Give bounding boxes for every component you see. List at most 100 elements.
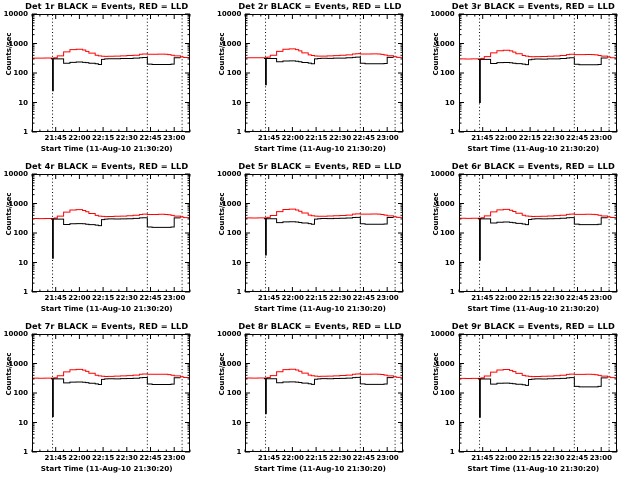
plot-panel-det-9r: Det 9r BLACK = Events, RED = LLD 10000 100… — [427, 320, 640, 480]
x-tick-label: 22:45 — [566, 294, 589, 302]
y-axis-label: Counts/sec — [218, 352, 227, 396]
data-series-group — [459, 369, 616, 418]
x-axis-label: Start Time (11-Aug-10 21:30:20) — [467, 304, 600, 313]
x-tick-label: 23:00 — [163, 134, 186, 142]
y-tick-label: 10 — [231, 98, 242, 107]
y-tick-label: 10000 — [430, 10, 455, 18]
x-tick-label: 22:00 — [494, 454, 518, 462]
y-tick-label: 1000 — [435, 39, 455, 48]
series-events-det-2r — [264, 56, 394, 86]
axes-frame — [32, 174, 190, 292]
x-tick-label: 21:45 — [471, 454, 494, 462]
y-tick-label: 10 — [444, 258, 455, 267]
y-tick-label: 1 — [23, 128, 28, 136]
x-tick-label: 22:15 — [91, 294, 115, 302]
y-tick-label: 10 — [18, 258, 28, 267]
y-tick-label: 10000 — [216, 170, 242, 178]
plot-canvas-det-4r — [31, 173, 191, 293]
x-tick-label: 21:45 — [44, 294, 67, 302]
x-tick-label: 22:00 — [68, 454, 91, 462]
data-series-group — [459, 208, 616, 261]
y-axis-ticks — [458, 13, 617, 133]
x-tick-label: 22:30 — [542, 294, 565, 302]
series-events-det-5r — [264, 216, 394, 256]
x-tick-label: 22:00 — [494, 134, 518, 142]
y-tick-label: 100 — [440, 229, 455, 237]
x-tick-label: 23:00 — [376, 454, 399, 462]
x-axis-ticks — [458, 14, 618, 132]
y-axis-ticks — [32, 173, 190, 293]
y-tick-label: 1000 — [8, 39, 28, 48]
y-tick-label: 10000 — [216, 10, 242, 18]
x-tick-label: 22:30 — [542, 454, 565, 462]
x-tick-label: 22:45 — [566, 134, 589, 142]
y-tick-label: 100 — [226, 229, 242, 237]
plot-panel-det-6r: Det 6r BLACK = Events, RED = LLD 10000 100… — [427, 160, 640, 320]
x-axis-label: Start Time (11-Aug-10 21:30:20) — [40, 304, 173, 313]
plot-panel-det-7r: Det 7r BLACK = Events, RED = LLD 10000 100… — [0, 320, 213, 480]
x-tick-label: 23:00 — [589, 134, 612, 142]
series-lld-det-5r — [246, 208, 403, 219]
plot-panel-det-8r: Det 8r BLACK = Events, RED = LLD 10000 100… — [213, 320, 426, 480]
x-tick-label: 21:45 — [257, 294, 281, 302]
y-tick-label: 100 — [13, 229, 28, 237]
x-tick-label: 21:45 — [44, 134, 67, 142]
x-tick-label: 22:00 — [281, 294, 304, 302]
y-tick-label: 100 — [13, 69, 28, 77]
y-tick-label: 10000 — [3, 330, 28, 338]
data-series-group — [246, 368, 403, 415]
x-tick-label: 23:00 — [589, 454, 612, 462]
x-tick-label: 22:45 — [352, 134, 375, 142]
x-tick-label: 21:45 — [257, 134, 281, 142]
x-tick-label: 22:30 — [328, 454, 352, 462]
axes-frame — [458, 174, 617, 292]
x-tick-label: 22:30 — [115, 294, 138, 302]
y-tick-label: 10 — [231, 258, 242, 267]
series-events-det-7r — [50, 377, 181, 417]
y-tick-label: 10000 — [216, 330, 242, 338]
x-tick-label: 22:30 — [115, 454, 138, 462]
series-events-det-8r — [264, 376, 394, 415]
x-axis-label: Start Time (11-Aug-10 21:30:20) — [40, 144, 173, 153]
y-axis-label: Counts/sec — [218, 192, 227, 236]
x-tick-label: 22:00 — [68, 294, 91, 302]
y-axis-label: Counts/sec — [431, 192, 440, 236]
x-tick-label: 22:00 — [281, 454, 304, 462]
series-lld-det-4r — [33, 209, 189, 220]
plot-canvas-det-7r — [31, 333, 191, 453]
plot-canvas-det-1r — [31, 13, 191, 133]
x-tick-label: 22:30 — [115, 134, 138, 142]
data-series-group — [33, 209, 189, 259]
x-tick-label: 23:00 — [589, 294, 612, 302]
panel-title-det-5r: Det 5r BLACK = Events, RED = LLD — [238, 161, 402, 171]
data-series-group — [246, 48, 403, 86]
y-tick-label: 1000 — [221, 359, 242, 368]
y-axis-label: Counts/sec — [5, 32, 13, 76]
y-tick-label: 1 — [449, 448, 455, 456]
axes-frame — [32, 14, 190, 132]
x-tick-label: 21:45 — [44, 454, 67, 462]
y-axis-ticks — [32, 13, 190, 133]
x-tick-label: 23:00 — [376, 294, 399, 302]
x-axis-ticks — [244, 174, 404, 292]
plot-canvas-det-6r — [458, 173, 618, 293]
x-tick-label: 21:45 — [257, 454, 281, 462]
plot-panel-det-3r: Det 3r BLACK = Events, RED = LLD 10000 100… — [427, 0, 640, 160]
x-axis-ticks — [31, 334, 191, 452]
y-tick-label: 1 — [236, 288, 242, 296]
y-tick-label: 10000 — [3, 170, 28, 178]
x-tick-label: 22:45 — [352, 294, 375, 302]
y-tick-label: 1000 — [221, 199, 242, 208]
series-events-det-4r — [50, 217, 181, 259]
series-lld-det-1r — [33, 48, 189, 59]
x-tick-label: 22:15 — [305, 294, 328, 302]
x-axis-ticks — [458, 174, 618, 292]
y-tick-label: 10000 — [430, 330, 455, 338]
series-events-det-3r — [477, 57, 608, 103]
y-axis-ticks — [245, 13, 404, 133]
panel-title-det-2r: Det 2r BLACK = Events, RED = LLD — [238, 1, 402, 11]
data-series-group — [246, 208, 403, 256]
y-tick-label: 10000 — [430, 170, 455, 178]
y-tick-label: 1 — [23, 448, 28, 456]
plot-panel-det-5r: Det 5r BLACK = Events, RED = LLD 10000 100… — [213, 160, 426, 320]
